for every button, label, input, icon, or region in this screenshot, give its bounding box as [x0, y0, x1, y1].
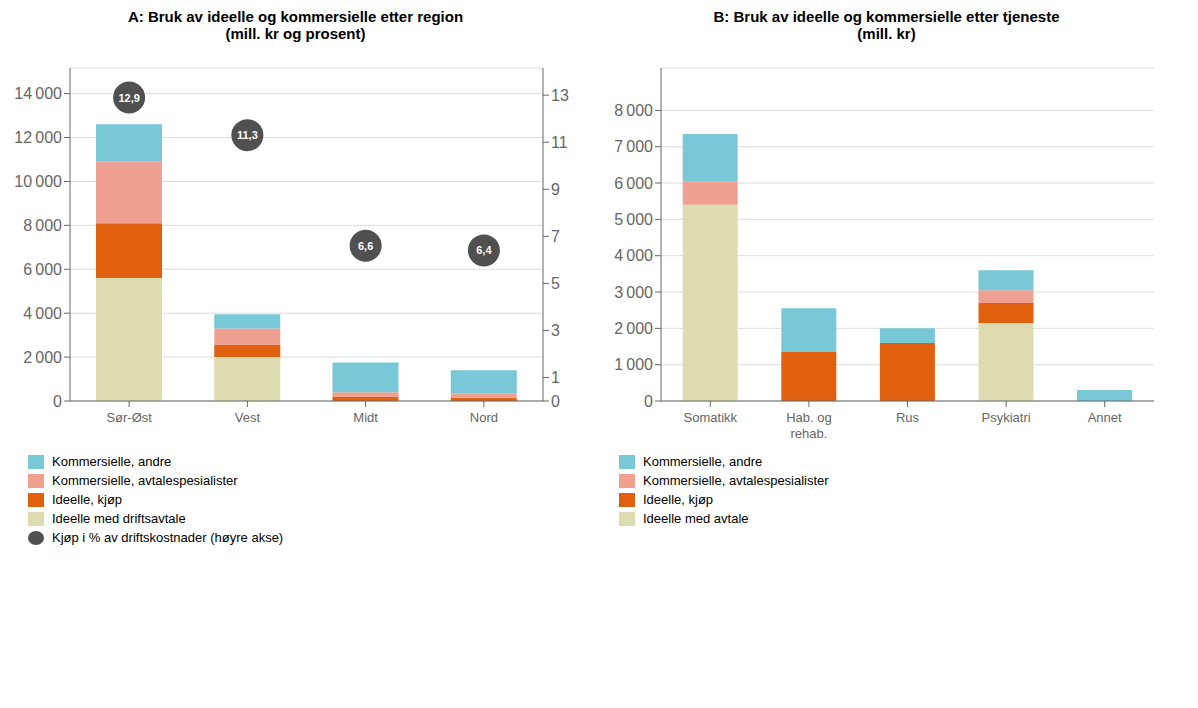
svg-text:6,6: 6,6 — [358, 240, 373, 252]
html-text:Ideelle med driftsavtale: Ideelle med driftsavtale — [52, 511, 186, 526]
html-text:Ideelle med avtale: Ideelle med avtale — [643, 511, 749, 526]
svg-text:1 000: 1 000 — [614, 356, 653, 373]
svg-text:Somatikk: Somatikk — [684, 410, 738, 425]
svg-text:8 000: 8 000 — [23, 217, 62, 234]
svg-text:0: 0 — [551, 393, 560, 410]
svg-text:6 000: 6 000 — [614, 175, 653, 192]
html-text:Kommersielle, avtalespesialist: Kommersielle, avtalespesialister — [643, 473, 829, 488]
svg-text:12 000: 12 000 — [14, 129, 62, 146]
svg-text:Rus: Rus — [896, 410, 920, 425]
svg-text:Psykiatri: Psykiatri — [982, 410, 1031, 425]
svg-text:Nord: Nord — [470, 410, 498, 425]
svg-text:Vest: Vest — [235, 410, 261, 425]
svg-text:6,4: 6,4 — [476, 244, 492, 256]
svg-text:0: 0 — [644, 393, 653, 410]
html-text:Kommersielle, avtalespesialist: Kommersielle, avtalespesialister — [52, 473, 238, 488]
html-text:Ideelle, kjøp: Ideelle, kjøp — [643, 492, 714, 507]
svg-text:Hab. ogrehab.: Hab. ogrehab. — [786, 410, 832, 441]
html-text:(mill. kr og prosent): (mill. kr og prosent) — [225, 25, 366, 42]
html-text:Ideelle, kjøp: Ideelle, kjøp — [52, 492, 123, 507]
html-text:(mill. kr): (mill. kr) — [857, 25, 916, 42]
svg-text:13: 13 — [551, 87, 569, 104]
svg-text:7 000: 7 000 — [614, 138, 653, 155]
svg-text:4 000: 4 000 — [23, 305, 62, 322]
html-text:B: Bruk av ideelle og kommersi: B: Bruk av ideelle og kommersielle etter… — [713, 8, 1060, 25]
svg-text:12,9: 12,9 — [118, 92, 139, 104]
svg-text:10 000: 10 000 — [14, 173, 62, 190]
svg-text:14 000: 14 000 — [14, 85, 62, 102]
svg-text:7: 7 — [551, 228, 560, 245]
html-text:A: Bruk av ideelle og kommersi: A: Bruk av ideelle og kommersielle etter… — [127, 8, 464, 25]
svg-text:3: 3 — [551, 322, 560, 339]
svg-text:2 000: 2 000 — [614, 320, 653, 337]
svg-text:3 000: 3 000 — [614, 284, 653, 301]
html-text:Kommersielle, andre: Kommersielle, andre — [52, 454, 172, 469]
svg-text:1: 1 — [551, 369, 560, 386]
svg-text:9: 9 — [551, 181, 560, 198]
svg-text:11,3: 11,3 — [237, 129, 258, 141]
svg-text:2 000: 2 000 — [23, 349, 62, 366]
svg-text:Annet: Annet — [1088, 410, 1122, 425]
svg-text:4 000: 4 000 — [614, 247, 653, 264]
svg-text:6 000: 6 000 — [23, 261, 62, 278]
svg-text:8 000: 8 000 — [614, 102, 653, 119]
html-text:Kommersielle, andre: Kommersielle, andre — [643, 454, 763, 469]
svg-text:5: 5 — [551, 275, 560, 292]
svg-text:0: 0 — [53, 393, 62, 410]
svg-text:5 000: 5 000 — [614, 211, 653, 228]
svg-text:Sør-Øst: Sør-Øst — [106, 410, 152, 425]
html-text:Kjøp i % av driftskostnader (h: Kjøp i % av driftskostnader (høyre akse) — [52, 530, 284, 545]
svg-text:Midt: Midt — [353, 410, 378, 425]
svg-text:11: 11 — [551, 134, 568, 151]
